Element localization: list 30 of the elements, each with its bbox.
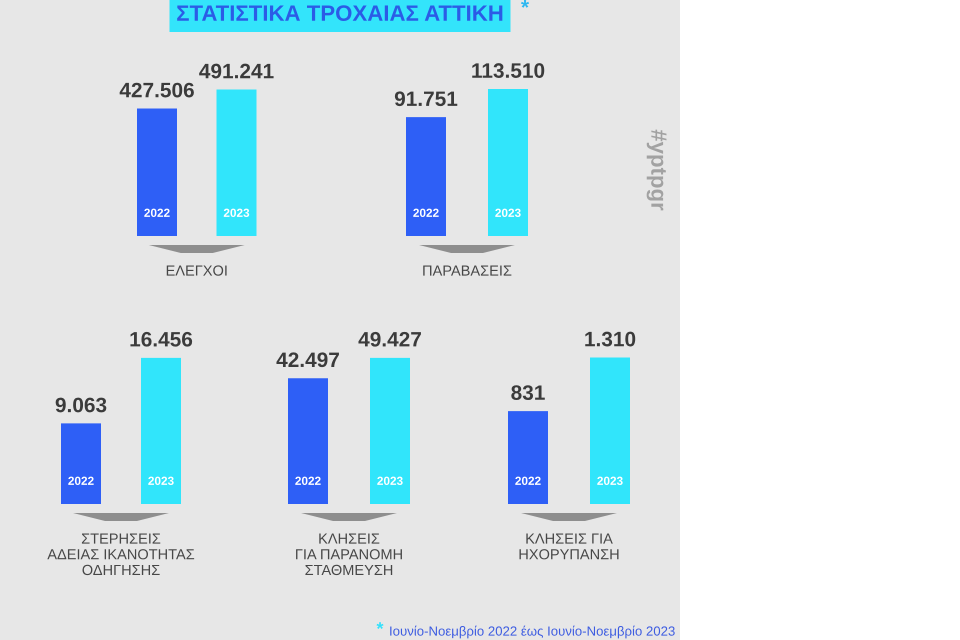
x-tick-label: 2023	[597, 476, 623, 486]
x-tick-label: 2023	[148, 476, 174, 486]
data-label: 49.427	[358, 332, 421, 347]
data-label: 1.310	[585, 332, 636, 346]
data-label: 491.241	[199, 64, 274, 78]
x-tick-label: 2022	[68, 476, 94, 485]
x-tick-label: 2022	[515, 476, 541, 485]
data-label: 9.063	[56, 398, 106, 412]
data-label: 16.456	[130, 332, 192, 347]
text: *	[521, 0, 530, 8]
x-axis-title: ΕΛΕΓΧΟΙ	[166, 265, 227, 276]
data-label: 91.751	[394, 91, 458, 106]
x-axis-title: ΠΑΡΑΒΑΣΕΙΣ	[423, 266, 512, 276]
data-label: 113.510	[472, 63, 544, 78]
x-tick-label: 2022	[295, 476, 321, 485]
data-label: 427.506	[120, 82, 194, 98]
text: *	[376, 622, 384, 629]
x-tick-label: 2022	[413, 208, 439, 217]
x-tick-label: 2023	[495, 208, 521, 218]
text: ΣΤΑΤΙΣΤΙΚΑ ΤΡΟΧΑΙΑΣ ΑΤΤΙΚΗ	[177, 5, 502, 21]
x-tick-label: 2023	[224, 208, 250, 218]
x-axis-title: ΣΤΕΡΗΣΕΙΣ ΑΔΕΙΑΣ ΙΚΑΝΟΤΗΤΑΣ ΟΔΗΓΗΣΗΣ	[47, 534, 194, 576]
text: #yptpgr	[646, 130, 666, 210]
x-tick-label: 2022	[144, 208, 170, 217]
data-label: 42.497	[276, 352, 339, 368]
x-axis-title: ΚΛΗΣΕΙΣ ΓΙΑ ΠΑΡΑΝΟΜΗ ΣΤΑΘΜΕΥΣΗ	[296, 534, 402, 576]
text: Ιουνίο-Νοεμβρίο 2022 έως Ιουνίο-Νοεμβρίο 2023	[390, 626, 675, 638]
data-label: 831	[511, 385, 545, 400]
x-axis-title: ΚΛΗΣΕΙΣ ΓΙΑ ΗΧΟΡΥΠΑΝΣΗ	[520, 534, 619, 560]
x-tick-label: 2023	[377, 476, 403, 486]
